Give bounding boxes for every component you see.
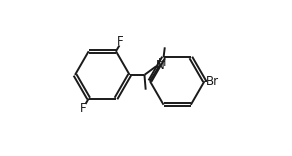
Text: Br: Br (206, 75, 218, 88)
Text: H: H (158, 58, 166, 68)
Text: F: F (117, 35, 124, 48)
Text: F: F (80, 102, 87, 115)
Text: N: N (156, 59, 165, 72)
